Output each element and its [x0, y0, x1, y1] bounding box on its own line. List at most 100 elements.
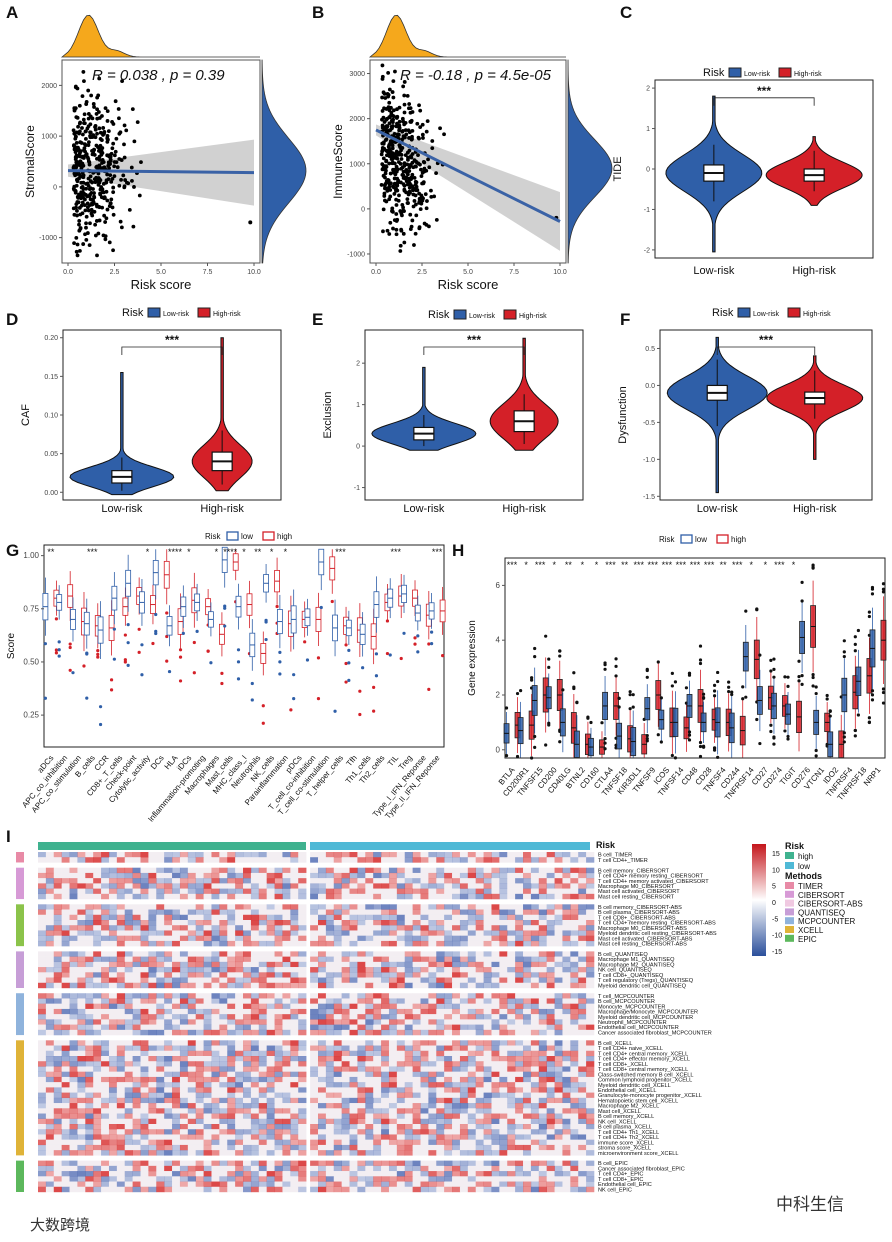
heatmap-cell: [538, 1061, 547, 1067]
heatmap-cell: [483, 893, 492, 900]
heatmap-cell: [258, 920, 267, 926]
heatmap-cell: [274, 920, 283, 926]
data-point: [442, 132, 446, 137]
heatmap-cell: [290, 1087, 299, 1093]
data-point: [75, 209, 79, 213]
heatmap-cell: [333, 914, 342, 921]
legend-title: Risk: [122, 307, 144, 319]
heatmap-cell: [274, 998, 283, 1004]
heatmap-cell: [562, 1056, 571, 1062]
heatmap-cell: [108, 878, 118, 884]
heatmap-cell: [365, 935, 374, 942]
heatmap-cell: [325, 951, 335, 957]
heatmap-cell: [349, 888, 358, 895]
heatmap-cell: [187, 914, 197, 921]
heatmap-cell: [349, 1003, 358, 1010]
heatmap-cell: [195, 857, 204, 863]
heatmap-cell: [290, 1050, 299, 1057]
heatmap-cell: [61, 883, 70, 889]
heatmap-cell: [101, 977, 110, 983]
heatmap-cell: [124, 1066, 133, 1072]
heatmap-cell: [436, 956, 445, 963]
row-label: Myeloid dendritic cell_QUANTISEQ: [598, 983, 687, 989]
heatmap-cell: [530, 920, 540, 926]
heatmap-cell: [219, 1024, 228, 1031]
heatmap-cell: [467, 857, 477, 863]
heatmap-cell: [341, 867, 350, 874]
significance-label: ***: [87, 547, 98, 557]
heatmap-cell: [459, 982, 469, 989]
violin-low: [371, 366, 477, 451]
heatmap-cell: [179, 993, 189, 999]
heatmap-cell: [227, 1008, 236, 1015]
heatmap-cell: [318, 893, 327, 900]
heatmap-cell: [211, 967, 220, 973]
heatmap-cell: [459, 925, 469, 931]
heatmap-cell: [586, 1076, 595, 1083]
heatmap-cell: [523, 857, 532, 863]
heatmap-cell: [310, 998, 319, 1004]
heatmap-cell: [444, 972, 453, 978]
heatmap-cell: [586, 1082, 595, 1088]
heatmap-cell: [404, 1061, 413, 1067]
data-point: [380, 109, 385, 113]
heatmap-cell: [546, 1024, 555, 1031]
heatmap-cell: [61, 1103, 70, 1109]
heatmap-cell: [108, 909, 118, 915]
heatmap-cell: [85, 940, 94, 947]
outlier-point: [853, 728, 857, 733]
heatmap-cell: [396, 972, 406, 978]
row-label: Macrophage M2_XCELL: [598, 1104, 659, 1110]
heatmap-cell: [388, 1008, 398, 1015]
heatmap-cell: [140, 956, 149, 963]
heatmap-cell: [179, 1097, 189, 1104]
heatmap-cell: [586, 935, 595, 942]
row-label: T cell CD4+ memory resting_CIBERSORT-ABS: [598, 921, 716, 927]
heatmap-cell: [570, 967, 579, 973]
heatmap-cell: [570, 1008, 579, 1015]
heatmap-cell: [507, 878, 516, 884]
heatmap-cell: [452, 982, 461, 989]
heatmap-cell: [140, 993, 149, 999]
heatmap-cell: [258, 967, 267, 973]
heatmap-cell: [61, 1003, 70, 1010]
significance-label: *: [553, 560, 557, 570]
y-axis-label: TIDE: [612, 156, 624, 181]
heatmap-cell: [388, 972, 398, 978]
data-point: [96, 93, 101, 98]
heatmap-cell: [491, 1097, 500, 1104]
heatmap-cell: [373, 972, 382, 978]
heatmap-cell: [333, 1092, 342, 1099]
heatmap-cell: [250, 888, 260, 895]
heatmap-cell: [530, 993, 540, 999]
heatmap-cell: [436, 1097, 445, 1104]
outlier-point: [96, 655, 100, 659]
heatmap-cell: [404, 977, 413, 983]
y-tick-label: 1.00: [23, 551, 39, 560]
heatmap-cell: [298, 893, 307, 900]
heatmap-cell: [227, 1071, 236, 1078]
heatmap-cell: [258, 909, 267, 915]
heatmap-cell: [341, 909, 350, 915]
heatmap-cell: [298, 1061, 307, 1067]
heatmap-cell: [124, 1092, 133, 1099]
heatmap-cell: [310, 888, 319, 895]
outlier-point: [57, 640, 61, 644]
heatmap-cell: [219, 1008, 228, 1015]
x-tick-label: 2.5: [110, 269, 120, 276]
data-point: [92, 194, 96, 199]
outlier-point: [82, 664, 86, 668]
heatmap-cell: [491, 1029, 500, 1036]
heatmap-cell: [483, 1008, 492, 1015]
heatmap-cell: [388, 1019, 398, 1025]
heatmap-cell: [412, 893, 421, 900]
heatmap-cell: [538, 852, 547, 858]
data-point: [399, 148, 403, 153]
heatmap-cell: [179, 1008, 189, 1015]
heatmap-cell: [77, 878, 86, 884]
heatmap-cell: [179, 1040, 189, 1046]
heatmap-cell: [235, 972, 244, 978]
heatmap-cell: [124, 982, 133, 989]
data-point: [387, 184, 392, 189]
